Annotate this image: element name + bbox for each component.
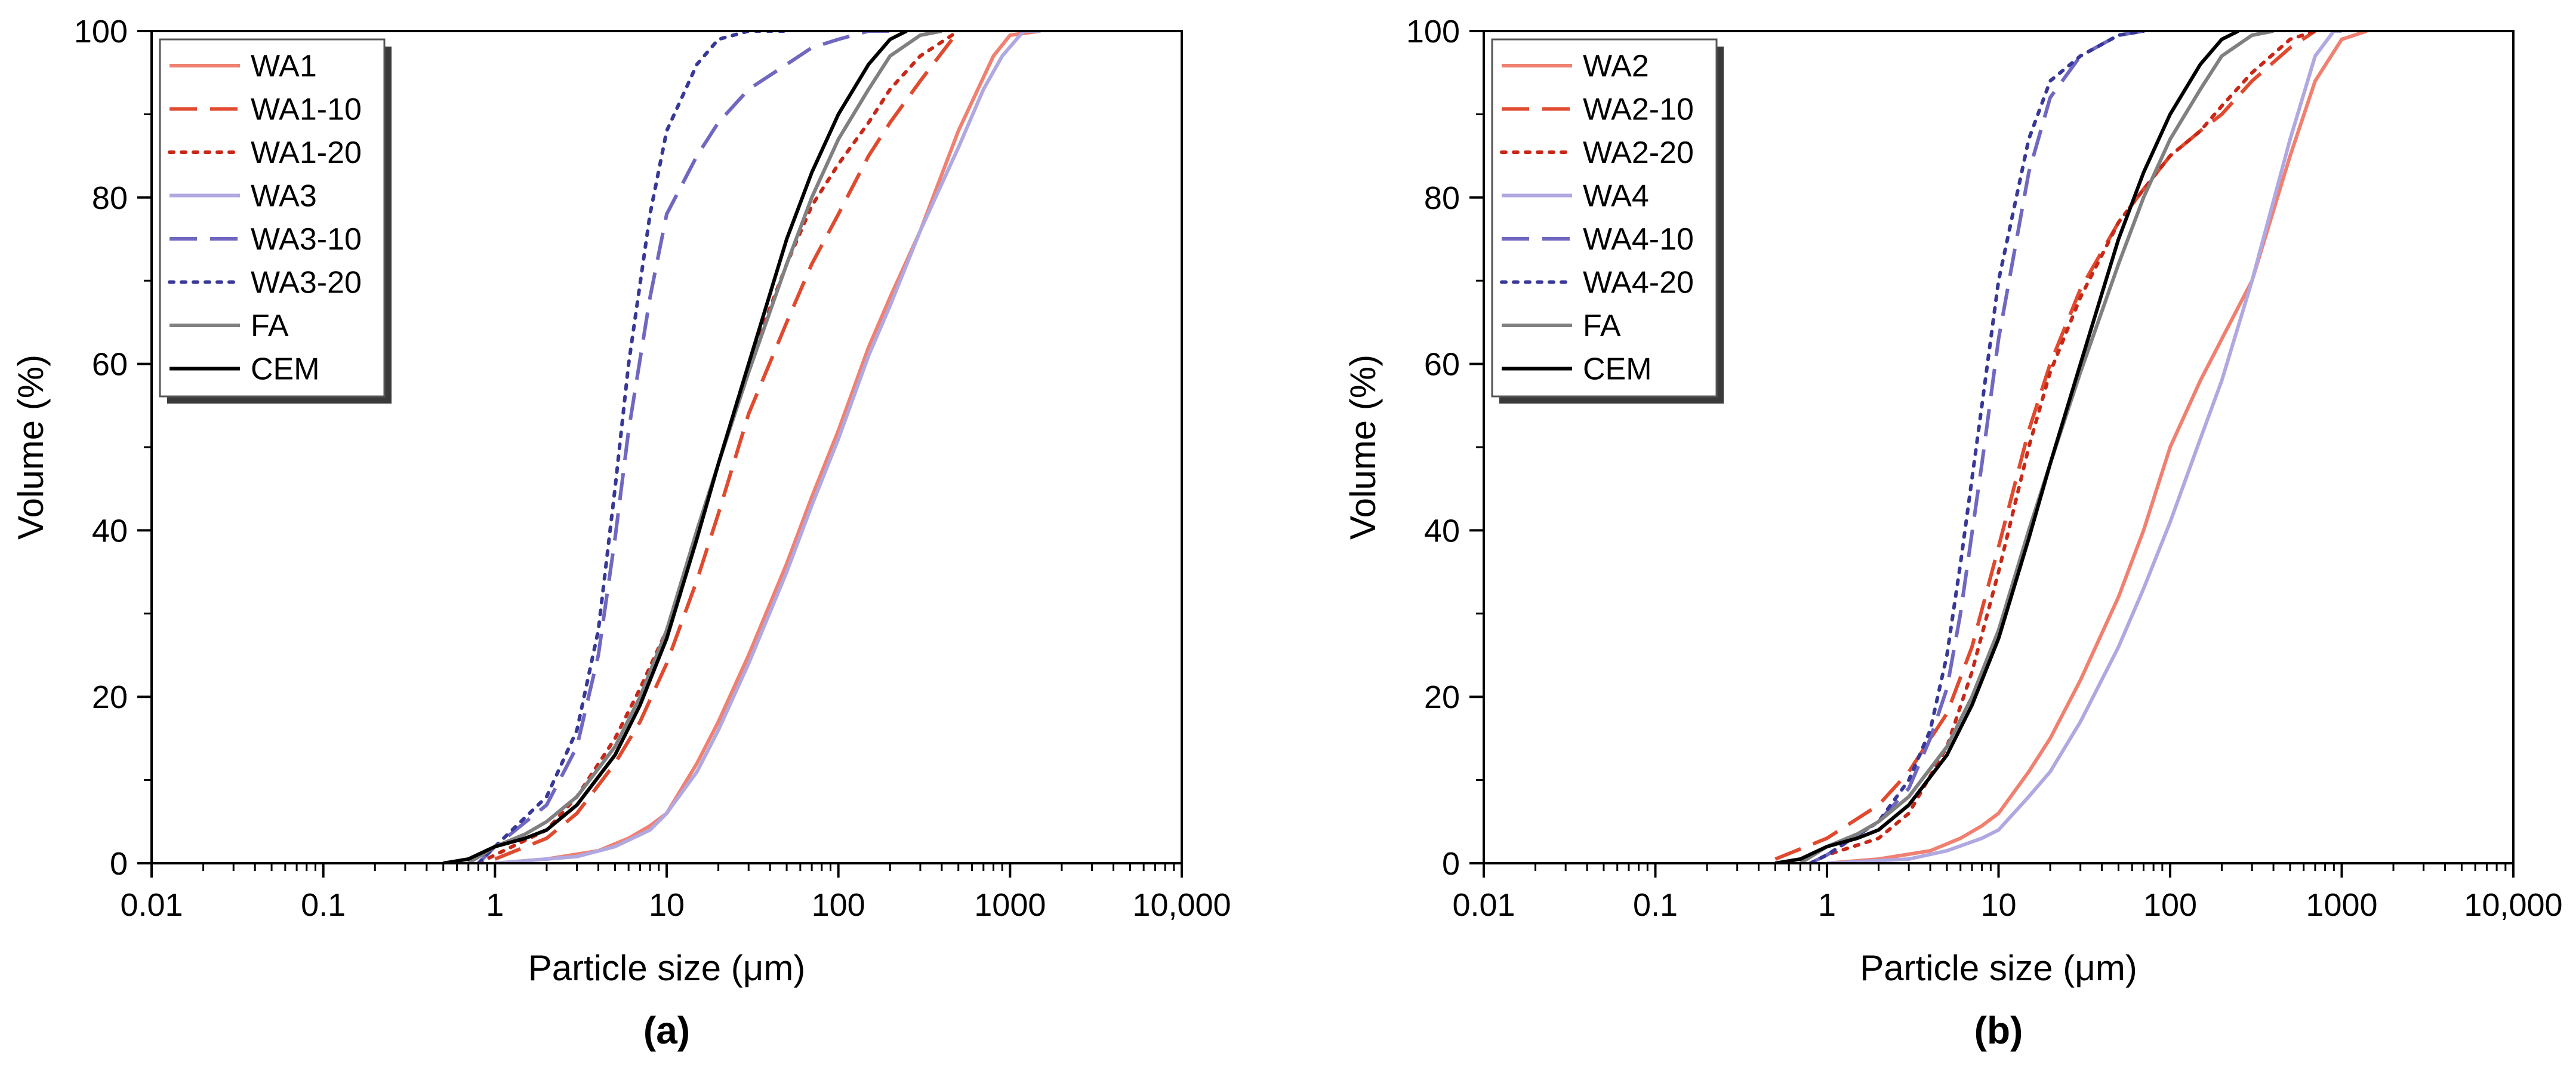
y-tick-label: 60 xyxy=(1424,347,1460,383)
series-group xyxy=(1774,31,2368,863)
series-line-wa4 xyxy=(1826,31,2342,863)
series-line-wa3-10 xyxy=(477,31,890,863)
y-axis-title: Volume (%) xyxy=(11,355,51,540)
series-line-wa3-20 xyxy=(476,31,789,863)
y-tick-label: 100 xyxy=(74,14,128,50)
y-tick-label: 80 xyxy=(92,180,128,216)
legend-label-wa3-20: WA3-20 xyxy=(251,266,362,300)
series-line-wa4-10 xyxy=(1809,31,2144,863)
series-line-wa4-20 xyxy=(1808,31,2146,863)
panel-label: (a) xyxy=(643,1009,690,1052)
legend-label-cem: CEM xyxy=(251,352,320,387)
series-line-wa1-10 xyxy=(494,31,960,861)
series-line-wa3 xyxy=(495,31,1040,863)
legend-label-wa2-10: WA2-10 xyxy=(1583,93,1694,127)
x-tick-label: 10,000 xyxy=(2464,887,2562,923)
legend-label-wa4-10: WA4-10 xyxy=(1583,222,1694,257)
x-tick-label: 0.1 xyxy=(301,887,346,923)
legend: WA1 WA1-10 WA1-20 WA3 WA3-10 WA3-20 FA CEM xyxy=(159,38,392,404)
legend-label-wa2: WA2 xyxy=(1583,49,1649,84)
x-tick-label: 1000 xyxy=(2306,887,2377,923)
panel-label: (b) xyxy=(1974,1009,2023,1052)
series-line-fa xyxy=(467,31,942,863)
x-tick-label: 10 xyxy=(1980,887,2016,923)
legend-label-cem: CEM xyxy=(1583,352,1652,387)
x-axis-title: Particle size (μm) xyxy=(1860,948,2137,988)
y-tick-label: 0 xyxy=(1442,846,1460,882)
legend-label-wa1-10: WA1-10 xyxy=(251,93,362,127)
legend-label-wa3: WA3 xyxy=(251,179,317,214)
x-tick-label: 1000 xyxy=(974,887,1046,923)
series-line-fa xyxy=(1799,31,2274,863)
legend-label-wa3-10: WA3-10 xyxy=(251,222,362,257)
y-tick-label: 100 xyxy=(1406,14,1460,50)
x-tick-label: 0.1 xyxy=(1633,887,1678,923)
legend-label-wa1: WA1 xyxy=(251,49,317,84)
y-tick-label: 20 xyxy=(92,679,128,715)
x-tick-label: 1 xyxy=(486,887,504,923)
x-tick-label: 100 xyxy=(2143,887,2197,923)
legend-label-fa: FA xyxy=(1583,309,1621,343)
series-line-wa2 xyxy=(1826,31,2368,863)
panel-b: 0.01 0.1 1 10 100 1000 10,000020406080100Parti… xyxy=(1343,14,2563,1052)
y-tick-label: 60 xyxy=(92,347,128,383)
y-tick-label: 40 xyxy=(92,513,128,549)
y-tick-label: 80 xyxy=(1424,180,1460,216)
legend-label-wa4-20: WA4-20 xyxy=(1583,266,1694,300)
x-tick-label: 0.01 xyxy=(120,887,183,923)
panel-a: 0.01 0.1 1 10 100 1000 10,000020406080100Parti… xyxy=(11,14,1231,1052)
legend-label-wa4: WA4 xyxy=(1583,179,1649,214)
series-group xyxy=(443,31,1041,863)
y-tick-label: 20 xyxy=(1424,679,1460,715)
x-tick-label: 10,000 xyxy=(1132,887,1231,923)
x-tick-label: 1 xyxy=(1818,887,1836,923)
x-axis-title: Particle size (μm) xyxy=(528,948,806,988)
series-line-wa2-10 xyxy=(1774,31,2316,861)
y-tick-label: 0 xyxy=(110,846,128,882)
series-line-cem xyxy=(443,31,908,863)
legend-label-fa: FA xyxy=(251,309,289,343)
x-tick-label: 100 xyxy=(812,887,865,923)
series-line-wa2-20 xyxy=(1808,31,2317,863)
series-line-wa1 xyxy=(495,31,1041,863)
legend-box xyxy=(1491,38,1718,398)
legend-box xyxy=(159,38,386,398)
y-axis-title: Volume (%) xyxy=(1343,355,1383,540)
legend-label-wa1-20: WA1-20 xyxy=(251,136,362,170)
legend-label-wa2-20: WA2-20 xyxy=(1583,136,1694,170)
legend: WA2 WA2-10 WA2-20 WA4 WA4-10 WA4-20 FA CEM xyxy=(1491,38,1724,404)
series-line-cem xyxy=(1775,31,2239,863)
series-line-wa1-20 xyxy=(476,31,960,863)
x-tick-label: 10 xyxy=(649,887,685,923)
y-tick-label: 40 xyxy=(1424,513,1460,549)
x-tick-label: 0.01 xyxy=(1452,887,1515,923)
